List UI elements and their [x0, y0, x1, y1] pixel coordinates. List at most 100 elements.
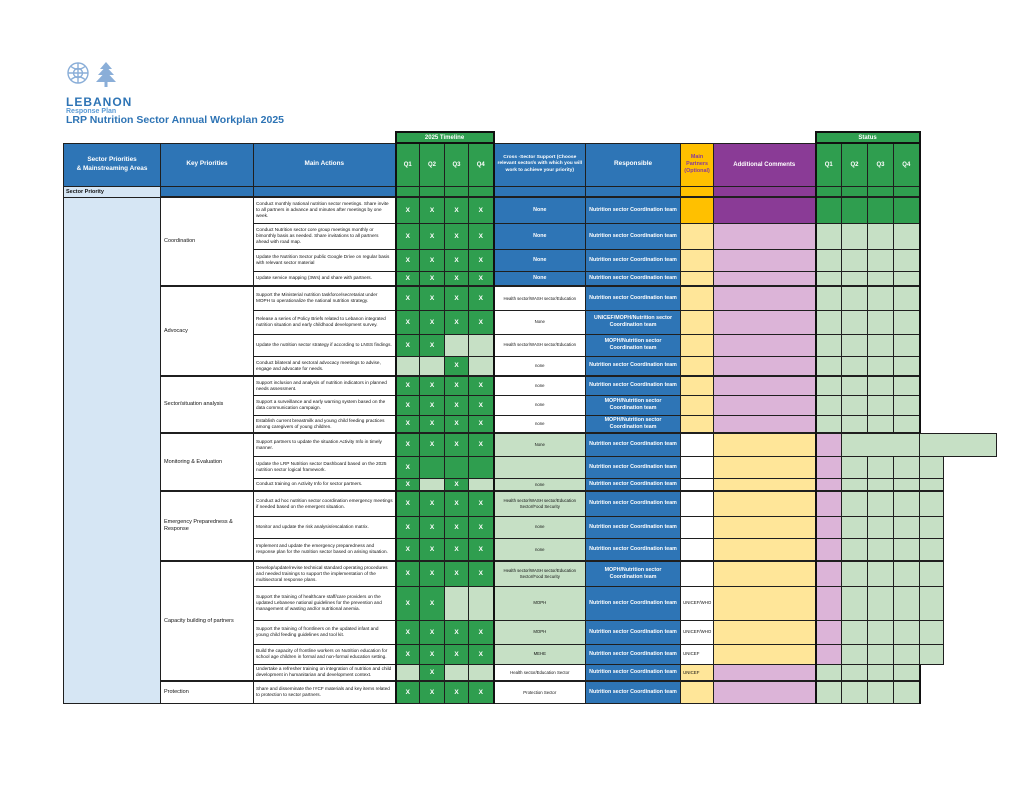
cross-support-cell: None: [493, 432, 587, 457]
key-priority-cell: Coordination: [160, 196, 254, 287]
status-cell: [814, 643, 843, 665]
timeline-quarter-cell: X: [468, 196, 495, 224]
timeline-quarter-cell: X: [394, 333, 421, 357]
timeline-quarter-cell: X: [394, 643, 421, 665]
timeline-quarter-cell: X: [394, 432, 421, 457]
cross-support-cell: Health sector/Education Sector: [493, 663, 587, 682]
key-priority-cell: Emergency Preparedness & Response: [160, 490, 254, 562]
partners-cell: [680, 375, 715, 396]
status-cell: [867, 196, 895, 224]
responsible-cell: Nutrition sector Coordination team: [585, 375, 682, 396]
status-cell: [867, 414, 895, 434]
timeline-quarter-cell: X: [419, 537, 446, 562]
comments-cell: [713, 643, 817, 665]
timeline-quarter-cell: X: [419, 270, 446, 287]
cedar-tree-icon: [96, 62, 116, 87]
status-cell: [841, 560, 869, 587]
key-priority-cell: Monitoring & Evaluation: [160, 432, 254, 492]
timeline-quarter-cell: X: [394, 248, 421, 272]
action-cell: Build the capacity of frontline workers …: [252, 643, 397, 665]
cross-support-cell: Health sector/WASH sector/Education: [493, 285, 587, 311]
sector-priorities-column: [63, 196, 161, 704]
responsible-cell: MOPH/Nutrition sector Coordination team: [585, 394, 682, 416]
comments-cell: [713, 375, 817, 396]
partners-cell: UNICEF/WHO: [680, 585, 715, 621]
lebanon-response-plan-logo: LEBANON Response Plan: [66, 60, 186, 116]
timeline-quarter-cell: X: [394, 477, 421, 492]
status-cell: [814, 560, 843, 587]
partners-cell: [680, 414, 715, 434]
timeline-quarter-cell: X: [444, 414, 470, 434]
status-cell: [893, 196, 921, 224]
status-cell: [814, 537, 843, 562]
timeline-quarter-cell: X: [468, 222, 495, 250]
partners-cell: [680, 560, 715, 587]
timeline-quarter-cell: X: [444, 619, 470, 645]
timeline-quarter-cell: [468, 355, 495, 377]
status-cell: [893, 309, 921, 335]
status-cell: [814, 196, 843, 224]
timeline-quarter-cell: X: [444, 355, 470, 377]
comments-cell: [713, 560, 817, 587]
status-cell: [867, 222, 895, 250]
comments-cell: [713, 663, 817, 682]
status-cell: [867, 490, 895, 517]
status-cell: [814, 270, 843, 287]
timeline-quarter-cell: X: [419, 432, 446, 457]
header-main-partners: Main Partners (Optional): [680, 142, 715, 187]
timeline-quarter-cell: X: [419, 585, 446, 621]
status-cell: [841, 414, 869, 434]
timeline-quarter-cell: X: [419, 643, 446, 665]
action-cell: Support a surveillance and early warning…: [252, 394, 397, 416]
timeline-quarter-cell: X: [419, 663, 446, 682]
band-cell: [419, 185, 446, 198]
status-cell: [841, 333, 869, 357]
status-cell: [867, 285, 895, 311]
timeline-quarter-cell: X: [444, 537, 470, 562]
logo-response-plan-text: Response Plan: [66, 108, 117, 115]
timeline-quarter-header: Q2: [419, 142, 446, 187]
status-cell: [867, 477, 895, 492]
band-cell: [893, 185, 921, 198]
timeline-quarter-cell: X: [468, 537, 495, 562]
timeline-quarter-cell: X: [394, 560, 421, 587]
action-cell: Conduct ad hoc nutrition sector coordina…: [252, 490, 397, 517]
timeline-quarter-cell: X: [394, 222, 421, 250]
status-cell: [867, 663, 895, 682]
comments-cell: [713, 309, 817, 335]
comments-cell: [713, 248, 817, 272]
status-cell: [867, 537, 895, 562]
timeline-quarter-cell: [419, 455, 446, 479]
timeline-quarter-cell: X: [444, 560, 470, 587]
timeline-quarter-cell: X: [444, 477, 470, 492]
responsible-cell: Nutrition sector Coordination team: [585, 455, 682, 479]
status-cell: [867, 515, 895, 539]
responsible-cell: MOPH/Nutrition sector Coordination team: [585, 560, 682, 587]
partners-cell: [680, 490, 715, 517]
comments-cell: [713, 432, 817, 457]
partners-cell: UNICEF: [680, 643, 715, 665]
timeline-quarter-cell: X: [444, 196, 470, 224]
timeline-quarter-cell: X: [394, 585, 421, 621]
comments-cell: [713, 355, 817, 377]
timeline-quarter-cell: X: [468, 285, 495, 311]
status-cell: [893, 375, 921, 396]
timeline-quarter-cell: X: [419, 309, 446, 335]
status-cell: [841, 663, 869, 682]
logo-icons: [67, 62, 116, 87]
responsible-cell: Nutrition sector Coordination team: [585, 355, 682, 377]
timeline-quarter-cell: X: [394, 537, 421, 562]
status-cell: [893, 355, 921, 377]
action-cell: Monitor and update the risk analysis/esc…: [252, 515, 397, 539]
status-quarter-header: Q3: [867, 142, 895, 187]
timeline-quarter-cell: X: [468, 432, 495, 457]
timeline-quarter-cell: X: [444, 490, 470, 517]
status-cell: [867, 375, 895, 396]
status-cell: [841, 432, 998, 458]
status-cell: [893, 663, 921, 682]
partners-cell: [680, 309, 715, 335]
status-cell: [893, 270, 921, 287]
band-cell: [585, 185, 682, 198]
status-cell: [814, 490, 843, 517]
comments-cell: [713, 537, 817, 562]
